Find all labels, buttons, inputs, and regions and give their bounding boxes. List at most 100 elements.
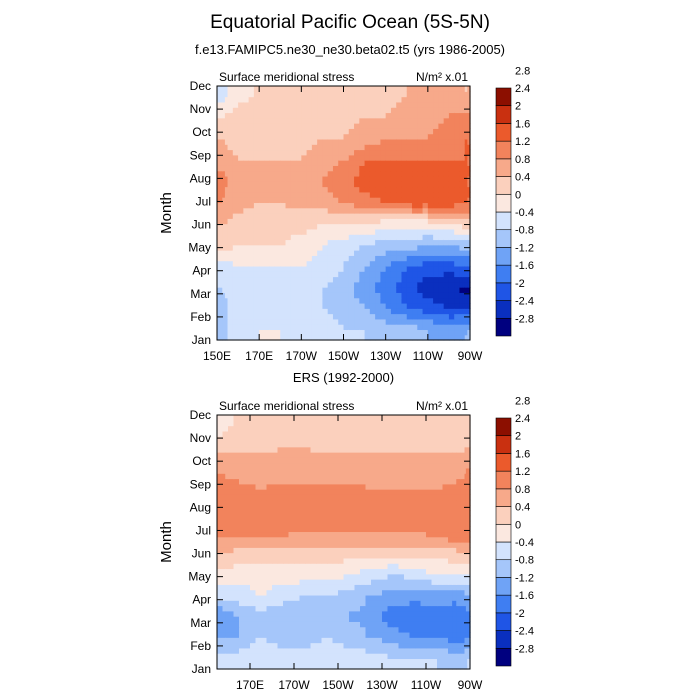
heatmap-cell [261, 420, 268, 427]
heatmap-cell [243, 223, 250, 230]
heatmap-cell [409, 499, 416, 506]
heatmap-cell [296, 191, 302, 198]
heatmap-cell [376, 467, 383, 474]
heatmap-cell [227, 112, 234, 119]
heatmap-cell [238, 292, 244, 299]
heatmap-cell [412, 144, 418, 151]
heatmap-cell [454, 191, 461, 198]
heatmap-cell [406, 128, 413, 135]
heatmap-cell [465, 547, 468, 554]
heatmap-cell [398, 536, 405, 543]
heatmap-cell [306, 223, 313, 230]
heatmap-cell [294, 542, 301, 548]
heatmap-cell [460, 573, 466, 580]
heatmap-cell [301, 297, 308, 304]
heatmap-cell [359, 234, 366, 241]
heatmap-cell [327, 473, 334, 480]
heatmap-cell [217, 473, 221, 480]
heatmap-cell [219, 228, 223, 235]
heatmap-cell [322, 107, 329, 114]
heatmap-cell [452, 626, 457, 633]
heatmap-cell [327, 467, 334, 474]
heatmap-cell [359, 202, 366, 209]
heatmap-cell [288, 467, 295, 474]
heatmap-cell [438, 318, 445, 325]
heatmap-cell [327, 536, 334, 543]
heatmap-cell [306, 276, 313, 283]
heatmap-cell [283, 653, 290, 660]
heatmap-cell [417, 128, 424, 135]
heatmap-cell [239, 637, 246, 644]
heatmap-cell [305, 631, 312, 638]
heatmap-cell [219, 579, 224, 585]
heatmap-cell [349, 415, 356, 421]
heatmap-cell [422, 197, 429, 204]
heatmap-cell [311, 318, 318, 325]
heatmap-cell [253, 276, 260, 283]
heatmap-cell [343, 542, 350, 548]
heatmap-cell [248, 149, 255, 156]
heatmap-cell [288, 515, 295, 522]
heatmap-cell [354, 663, 361, 670]
heatmap-cell [420, 526, 427, 533]
heatmap-cell [369, 292, 376, 299]
heatmap-cell [277, 526, 284, 533]
heatmap-cell [232, 128, 239, 135]
heatmap-cell [290, 144, 297, 151]
heatmap-cell [283, 616, 290, 622]
heatmap-cell [219, 297, 223, 304]
heatmap-cell [316, 637, 323, 644]
heatmap-cell [456, 594, 461, 601]
heatmap-cell [217, 107, 221, 114]
heatmap-cell [227, 101, 234, 108]
heatmap-cell [301, 324, 308, 331]
heatmap-cell [332, 287, 339, 293]
heatmap-cell [438, 197, 445, 204]
heatmap-cell [452, 504, 457, 511]
heatmap-cell [272, 420, 279, 427]
heatmap-cell [462, 334, 466, 341]
heatmap-cell [250, 420, 257, 427]
heatmap-cell [369, 255, 376, 262]
heatmap-cell [244, 616, 251, 622]
heatmap-cell [385, 117, 392, 124]
heatmap-cell [465, 504, 468, 511]
heatmap-cell [438, 234, 445, 241]
heatmap-cell [219, 494, 224, 501]
heatmap-cell [462, 197, 466, 204]
heatmap-cell [365, 610, 372, 617]
heatmap-cell [443, 181, 450, 188]
heatmap-cell [266, 647, 273, 654]
heatmap-cell [274, 96, 281, 103]
heatmap-cell [412, 107, 418, 114]
heatmap-cell [311, 281, 318, 288]
heatmap-cell [310, 610, 317, 617]
heatmap-cell [280, 149, 287, 156]
heatmap-cell [269, 223, 276, 230]
heatmap-cell [306, 191, 313, 198]
heatmap-cell [456, 658, 461, 665]
heatmap-cell [343, 642, 350, 649]
heatmap-cell [228, 589, 235, 596]
heatmap-cell [277, 515, 284, 522]
heatmap-cell [338, 287, 345, 293]
heatmap-cell [299, 631, 306, 638]
heatmap-cell [248, 302, 255, 309]
heatmap-cell [296, 186, 302, 193]
heatmap-cell [415, 452, 422, 458]
heatmap-cell [317, 128, 324, 135]
heatmap-cell [464, 228, 468, 235]
heatmap-cell [369, 91, 376, 98]
heatmap-cell [274, 313, 281, 320]
heatmap-cell [332, 112, 339, 119]
heatmap-cell [417, 308, 424, 315]
heatmap-cell [228, 642, 235, 649]
heatmap-cell [437, 494, 444, 501]
heatmap-cell [259, 313, 266, 320]
heatmap-cell [238, 107, 244, 114]
heatmap-cell [464, 107, 468, 114]
heatmap-cell [299, 642, 306, 649]
heatmap-cell [280, 250, 287, 256]
heatmap-cell [452, 589, 457, 596]
heatmap-cell [233, 653, 240, 660]
